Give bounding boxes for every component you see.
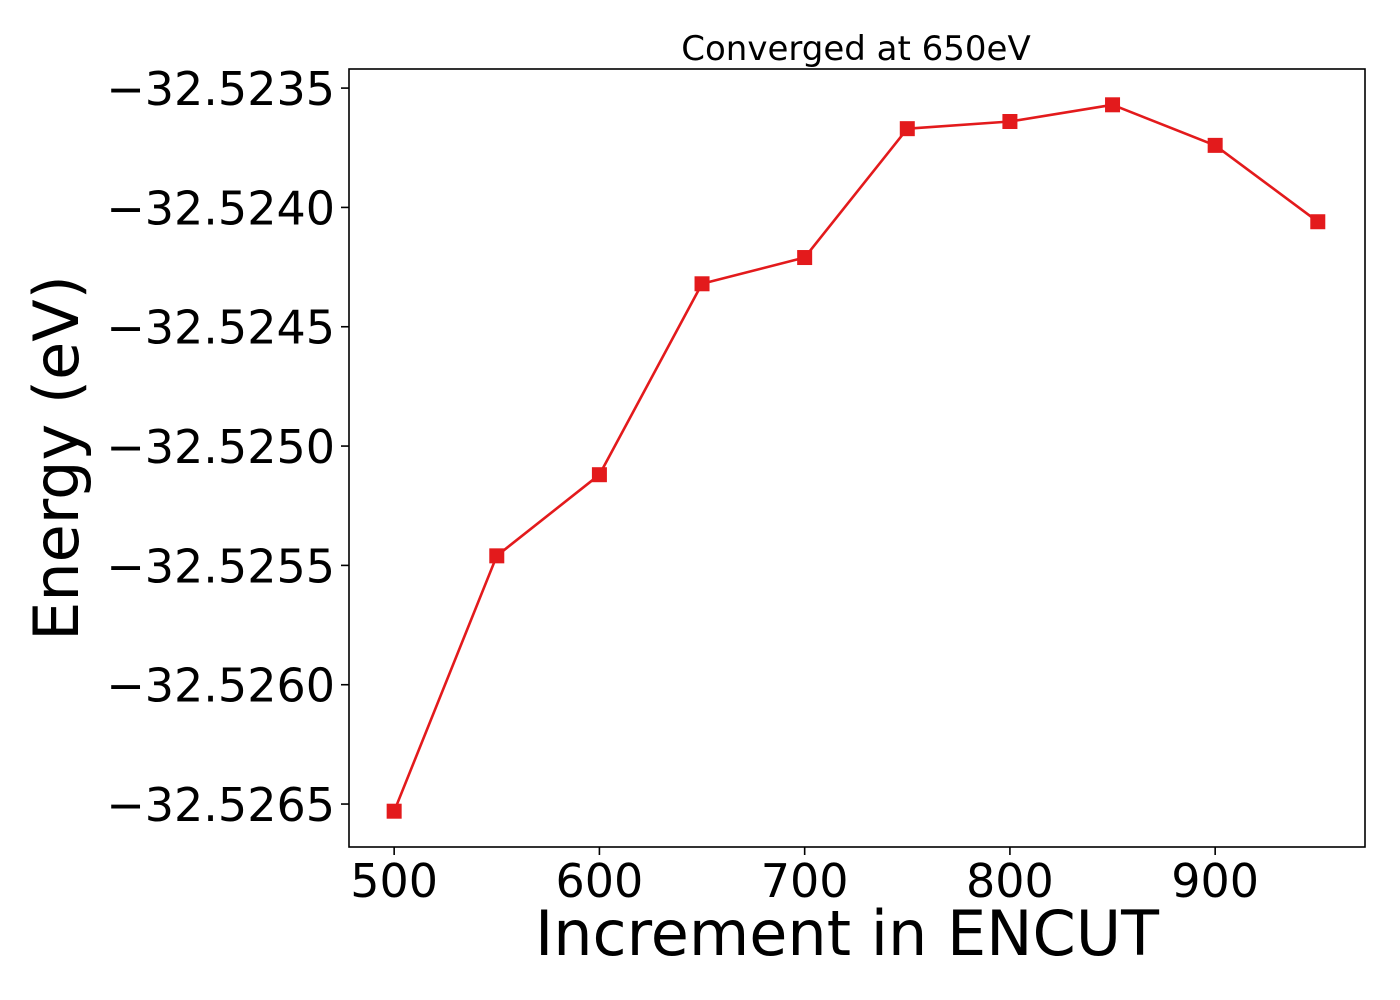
series-line xyxy=(392,103,1319,812)
chart-title: Converged at 650eV xyxy=(681,29,1030,69)
y-axis: −32.5265 −32.5260 −32.5255 −32.5250 −32.5245… xyxy=(106,62,349,832)
data-point-marker xyxy=(899,121,915,137)
data-point-marker xyxy=(1207,137,1223,153)
x-tick-label: 600 xyxy=(556,854,644,908)
y-tick-label: −32.5260 xyxy=(106,659,335,713)
y-tick-label: −32.5250 xyxy=(106,420,335,474)
y-axis-label: Energy (eV) xyxy=(20,275,93,641)
data-point-marker xyxy=(489,548,505,564)
data-point-marker xyxy=(386,803,402,819)
y-tick-label: −32.5235 xyxy=(106,62,335,116)
data-point-marker xyxy=(591,467,607,483)
plot-frame xyxy=(348,68,1366,848)
x-tick-label: 900 xyxy=(1171,854,1259,908)
x-tick-label: 700 xyxy=(761,854,849,908)
data-point-marker xyxy=(1310,214,1326,230)
x-axis: 500 600 700 800 900 xyxy=(350,847,1259,908)
y-tick-label: −32.5245 xyxy=(106,301,335,355)
y-tick-label: −32.5240 xyxy=(106,181,335,235)
y-tick-label: −32.5255 xyxy=(106,539,335,593)
y-tick-label: −32.5265 xyxy=(106,778,335,832)
data-point-marker xyxy=(694,276,710,292)
x-tick-label: 800 xyxy=(966,854,1054,908)
data-point-marker xyxy=(797,250,813,266)
series-layer xyxy=(386,97,1326,819)
x-tick-label: 500 xyxy=(350,854,438,908)
x-axis-label: Increment in ENCUT xyxy=(535,897,1160,970)
data-point-marker xyxy=(1002,114,1018,130)
data-point-marker xyxy=(1105,97,1121,113)
